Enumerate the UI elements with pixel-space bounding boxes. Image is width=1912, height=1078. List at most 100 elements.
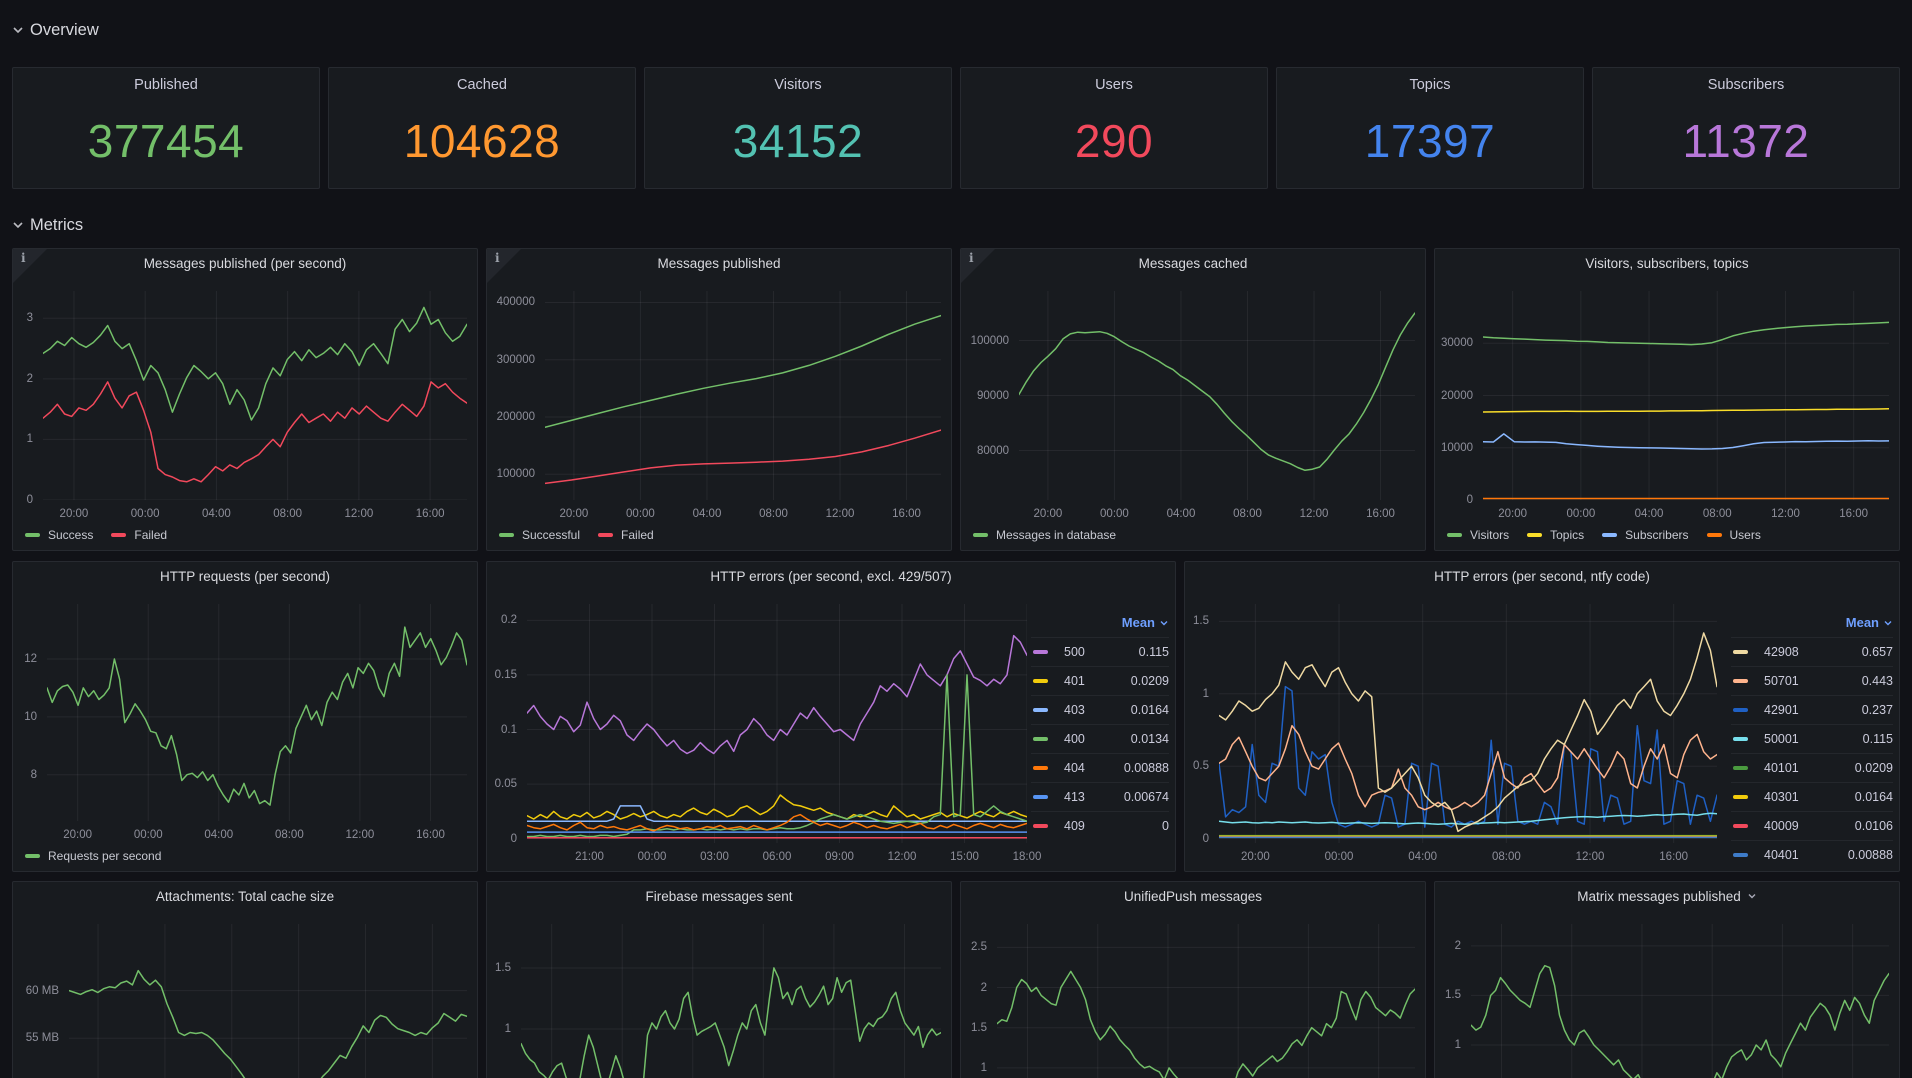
panel-info-corner[interactable] xyxy=(487,249,521,283)
stat-panel-topics: Topics 17397 xyxy=(1276,67,1584,189)
panel-title[interactable]: Messages published xyxy=(487,249,951,277)
legend-swatch xyxy=(1733,737,1748,741)
legend-mean-value: 0.0209 xyxy=(1130,674,1169,688)
chart-plot-msgs_total[interactable] xyxy=(545,291,941,500)
section-metrics-label: Metrics xyxy=(30,215,84,234)
legend-row-42908[interactable]: 42908 0.657 xyxy=(1731,637,1893,666)
y-axis-label: 10 xyxy=(24,710,37,723)
legend-swatch xyxy=(1033,766,1048,770)
chart-plot-msgs_rate[interactable] xyxy=(43,291,467,500)
legend-row-400[interactable]: 400 0.0134 xyxy=(1031,724,1169,753)
legend-label: Requests per second xyxy=(48,849,162,863)
chart-plot-err_ntfy[interactable] xyxy=(1219,604,1717,843)
legend-series-label: 50701 xyxy=(1764,674,1799,688)
legend: Success Failed xyxy=(25,528,167,542)
stat-value: 290 xyxy=(1074,114,1154,167)
chevron-down-icon xyxy=(13,27,23,34)
legend-label: Failed xyxy=(621,528,654,542)
legend-row-413[interactable]: 413 0.00674 xyxy=(1031,782,1169,811)
section-overview[interactable]: Overview xyxy=(12,16,1900,44)
panel-title[interactable]: Matrix messages published xyxy=(1435,882,1899,910)
panel-title-text: Visitors, subscribers, topics xyxy=(1585,255,1749,271)
legend-row-40301[interactable]: 40301 0.0164 xyxy=(1731,782,1893,811)
legend-row-401[interactable]: 401 0.0209 xyxy=(1031,666,1169,695)
chart-plot-matrix[interactable] xyxy=(1471,924,1889,1078)
chart-plot-vst[interactable] xyxy=(1483,291,1889,500)
panel-title[interactable]: HTTP requests (per second) xyxy=(13,562,477,590)
info-icon: i xyxy=(969,251,974,265)
panel-title[interactable]: HTTP errors (per second, excl. 429/507) xyxy=(487,562,1175,590)
legend-item-subscribers[interactable]: Subscribers xyxy=(1602,528,1689,542)
y-axis-label: 1 xyxy=(1454,1038,1461,1051)
section-metrics[interactable]: Metrics xyxy=(12,211,1900,239)
stats-row: Published 377454 Cached 104628 Visitors 34152… xyxy=(12,67,1900,189)
legend-mean-header[interactable]: Mean xyxy=(1731,608,1893,637)
panel-info-corner[interactable] xyxy=(13,249,47,283)
legend-row-404[interactable]: 404 0.00888 xyxy=(1031,753,1169,782)
legend-row-409[interactable]: 409 0 xyxy=(1031,811,1169,840)
x-axis-label: 20:00 xyxy=(1240,851,1270,863)
y-axis-label: 100000 xyxy=(496,468,535,481)
legend-item-success[interactable]: Success xyxy=(25,528,93,542)
panel-title-text: Messages published (per second) xyxy=(143,255,347,271)
legend-item-requests-per-second[interactable]: Requests per second xyxy=(25,849,161,863)
x-axis-label: 04:00 xyxy=(202,508,231,520)
legend-swatch xyxy=(1733,650,1748,654)
legend-mean-header[interactable]: Mean xyxy=(1031,608,1169,637)
chart-plot-http_req[interactable] xyxy=(47,604,467,821)
dashboard: Overview Published 377454 Cached 104628 Visi… xyxy=(0,16,1912,1078)
legend-swatch xyxy=(1527,533,1543,537)
legend-row-403[interactable]: 403 0.0164 xyxy=(1031,695,1169,724)
legend-item-failed[interactable]: Failed xyxy=(111,528,167,542)
panel-title-text: UnifiedPush messages xyxy=(1123,888,1263,904)
legend-item-visitors[interactable]: Visitors xyxy=(1447,528,1509,542)
panel-title[interactable]: HTTP errors (per second, ntfy code) xyxy=(1185,562,1899,590)
x-axis-label: 00:00 xyxy=(637,851,667,863)
chart-plot-msgs_cached[interactable] xyxy=(1019,291,1415,500)
y-axis-label: 90000 xyxy=(977,389,1009,402)
legend-swatch xyxy=(1602,533,1618,537)
panel-info-corner[interactable] xyxy=(961,249,995,283)
stat-value: 104628 xyxy=(403,114,561,167)
legend-row-42901[interactable]: 42901 0.237 xyxy=(1731,695,1893,724)
legend-item-failed[interactable]: Failed xyxy=(598,528,654,542)
chart-plot-unipush[interactable] xyxy=(997,924,1415,1078)
x-axis-label: 21:00 xyxy=(575,851,604,863)
chart-plot-err_excl[interactable] xyxy=(527,604,1027,843)
panel-title[interactable]: Attachments: Total cache size xyxy=(13,882,477,910)
stat-title: Visitors xyxy=(774,77,822,93)
legend-row-40401[interactable]: 40401 0.00888 xyxy=(1731,840,1893,869)
y-axis-label: 2 xyxy=(980,981,987,994)
legend-item-topics[interactable]: Topics xyxy=(1527,528,1584,542)
legend-series-label: 40401 xyxy=(1764,848,1799,862)
legend-item-users[interactable]: Users xyxy=(1706,528,1761,542)
legend-row-500[interactable]: 500 0.115 xyxy=(1031,637,1169,666)
legend-mean-value: 0.0164 xyxy=(1130,703,1169,717)
legend-series-label: 42908 xyxy=(1764,645,1799,659)
x-axis-label: 04:00 xyxy=(204,829,234,841)
legend-mean-value: 0.443 xyxy=(1861,674,1893,688)
legend-item-successful[interactable]: Successful xyxy=(499,528,580,542)
legend-row-50001[interactable]: 50001 0.115 xyxy=(1731,724,1893,753)
chart-plot-firebase[interactable] xyxy=(521,924,941,1078)
legend-swatch xyxy=(1706,533,1722,537)
chart-panel-attach: Attachments: Total cache size 55 MB 60 MB xyxy=(12,881,478,1078)
panel-title-text: Messages cached xyxy=(1138,255,1248,271)
legend-item-messages-in-database[interactable]: Messages in database xyxy=(973,528,1116,542)
legend-row-40101[interactable]: 40101 0.0209 xyxy=(1731,753,1893,782)
panel-title[interactable]: Messages published (per second) xyxy=(13,249,477,277)
chart-plot-attach[interactable] xyxy=(69,924,467,1078)
panel-title[interactable]: UnifiedPush messages xyxy=(961,882,1425,910)
y-axis-label: 3 xyxy=(26,312,33,325)
y-axis-label: 2 xyxy=(1454,939,1461,952)
chart-panel-unipush: UnifiedPush messages 1 1.5 2 2.5 xyxy=(960,881,1426,1078)
legend-row-50701[interactable]: 50701 0.443 xyxy=(1731,666,1893,695)
legend-swatch xyxy=(1733,708,1748,712)
panel-title[interactable]: Messages cached xyxy=(961,249,1425,277)
panel-title[interactable]: Firebase messages sent xyxy=(487,882,951,910)
x-axis-label: 00:00 xyxy=(1566,508,1596,520)
panel-title-text: HTTP errors (per second, excl. 429/507) xyxy=(710,568,952,584)
x-axis-label: 12:00 xyxy=(345,829,375,841)
legend-row-40009[interactable]: 40009 0.0106 xyxy=(1731,811,1893,840)
panel-title[interactable]: Visitors, subscribers, topics xyxy=(1435,249,1899,277)
